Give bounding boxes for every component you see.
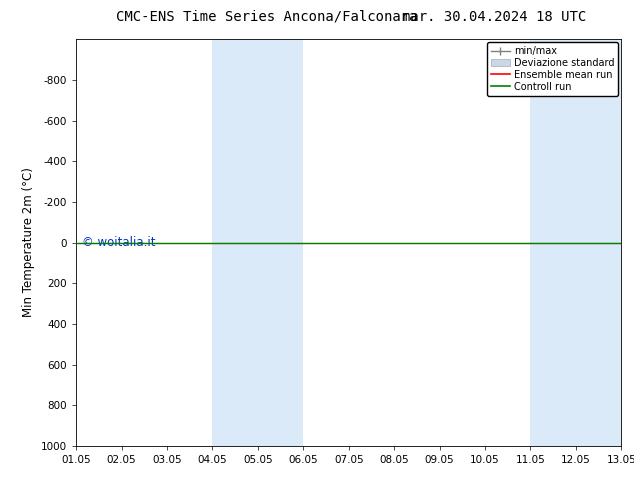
Y-axis label: Min Temperature 2m (°C): Min Temperature 2m (°C) bbox=[22, 168, 36, 318]
Text: mar. 30.04.2024 18 UTC: mar. 30.04.2024 18 UTC bbox=[403, 10, 586, 24]
Bar bbox=[576, 39, 621, 446]
Bar bbox=[258, 39, 303, 446]
Bar bbox=[212, 39, 258, 446]
Legend: min/max, Deviazione standard, Ensemble mean run, Controll run: min/max, Deviazione standard, Ensemble m… bbox=[487, 42, 618, 96]
Text: CMC-ENS Time Series Ancona/Falconara: CMC-ENS Time Series Ancona/Falconara bbox=[115, 10, 417, 24]
Text: © woitalia.it: © woitalia.it bbox=[82, 236, 155, 249]
Bar bbox=[531, 39, 576, 446]
